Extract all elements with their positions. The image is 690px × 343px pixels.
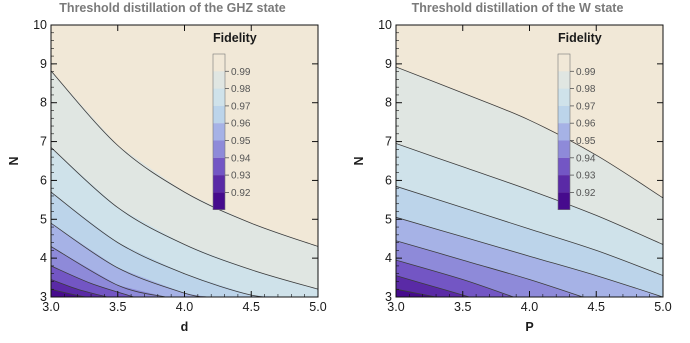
w-chart: 3.0 3.5 4.0 4.5 5.0 3 4 5 6 7 8 9 10 P N Fidelity 0.99 0.… — [352, 18, 672, 334]
y-tick-label: 4 — [385, 251, 392, 265]
legend-swatch — [213, 140, 225, 158]
y-tick-label: 3 — [385, 290, 392, 304]
legend-swatch — [213, 175, 225, 193]
legend-label: 0.98 — [576, 84, 596, 95]
ghz-chart-panel: Threshold distillation of the GHZ state … — [7, 1, 327, 334]
legend-label: 0.93 — [576, 171, 596, 182]
contour-line-0.98 — [396, 143, 663, 245]
x-tick-label: 3.0 — [387, 300, 404, 314]
legend-bar-frame — [212, 53, 226, 210]
legend-swatch — [558, 88, 570, 106]
y-tick-label: 4 — [40, 251, 47, 265]
w-chart-title: Threshold distillation of the W state — [411, 1, 624, 15]
legend-label: 0.92 — [576, 188, 596, 199]
contour-line-0.92 — [396, 288, 437, 297]
legend-label: 0.92 — [231, 188, 251, 199]
ghz-chart-title: Threshold distillation of the GHZ state — [59, 1, 286, 15]
legend-label: 0.95 — [576, 136, 596, 147]
x-axis-label: d — [181, 320, 189, 334]
y-tick-label: 8 — [385, 96, 392, 110]
legend-label: 0.93 — [231, 171, 251, 182]
legend-swatch — [558, 175, 570, 193]
legend-swatch — [213, 123, 225, 141]
legend-swatch — [213, 88, 225, 106]
legend-swatch — [213, 71, 225, 89]
legend-label: 0.95 — [231, 136, 251, 147]
contour-line-0.99 — [51, 70, 318, 247]
y-tick-label: 10 — [33, 18, 47, 32]
contour-line-0.92 — [51, 288, 86, 297]
y-axis-label: N — [7, 156, 21, 165]
legend-title: Fidelity — [558, 31, 602, 45]
legend-title: Fidelity — [213, 31, 257, 45]
x-tick-label: 4.5 — [588, 300, 605, 314]
y-axis-label: N — [352, 156, 366, 165]
contour-line-0.99 — [396, 66, 663, 199]
y-tick-label: 10 — [378, 18, 392, 32]
legend-label: 0.99 — [231, 67, 251, 78]
y-tick-label: 6 — [385, 173, 392, 187]
legend-label: 0.94 — [576, 153, 596, 164]
legend-swatch — [213, 105, 225, 124]
contour-line-0.95 — [51, 246, 166, 297]
legend-swatch — [558, 71, 570, 89]
legend-swatch — [558, 54, 570, 72]
legend-swatch — [213, 54, 225, 72]
x-tick-label: 3.0 — [42, 300, 59, 314]
x-tick-label: 5.0 — [309, 300, 326, 314]
contour-line-0.98 — [51, 147, 318, 290]
fidelity-band-0.93 — [396, 275, 470, 297]
legend-label: 0.96 — [576, 119, 596, 130]
contour-line-0.95 — [396, 240, 584, 297]
legend-swatch — [213, 192, 225, 210]
y-tick-label: 7 — [385, 135, 392, 149]
x-tick-label: 5.0 — [654, 300, 671, 314]
legend-label: 0.96 — [231, 119, 251, 130]
legend-bar-frame — [557, 53, 571, 210]
w-chart-panel: Threshold distillation of the W state 3.… — [345, 0, 690, 343]
legend-label: 0.97 — [231, 101, 251, 112]
x-tick-label: 4.0 — [176, 300, 193, 314]
legend-label: 0.94 — [231, 153, 251, 164]
x-tick-label: 3.5 — [454, 300, 471, 314]
y-tick-label: 8 — [40, 96, 47, 110]
contour-line-0.96 — [396, 216, 663, 297]
y-tick-label: 6 — [40, 173, 47, 187]
legend-label: 0.98 — [231, 84, 251, 95]
contour-line-0.93 — [51, 279, 108, 297]
contour-line-0.94 — [51, 265, 134, 297]
contour-line-0.97 — [396, 185, 663, 276]
y-tick-label: 5 — [40, 212, 47, 226]
y-tick-label: 7 — [40, 135, 47, 149]
y-tick-label: 3 — [40, 290, 47, 304]
legend-swatch — [558, 140, 570, 158]
legend-swatch — [213, 157, 225, 176]
fidelity-band-0.92 — [51, 289, 86, 297]
legend-swatch — [558, 105, 570, 124]
y-tick-label: 9 — [385, 57, 392, 71]
legend-label: 0.99 — [576, 67, 596, 78]
y-tick-label: 5 — [385, 212, 392, 226]
ghz-chart: 3.0 3.5 4.0 4.5 5.0 3 4 5 6 7 8 9 10 d N Fidelity 0.99 0.… — [7, 18, 327, 334]
x-tick-label: 4.0 — [521, 300, 538, 314]
y-tick-label: 9 — [40, 57, 47, 71]
legend-swatch — [558, 157, 570, 176]
x-tick-label: 4.5 — [243, 300, 260, 314]
contour-line-0.94 — [396, 259, 514, 297]
legend-swatch — [558, 123, 570, 141]
legend-swatch — [558, 192, 570, 210]
legend-label: 0.97 — [576, 101, 596, 112]
x-axis-label: P — [525, 320, 533, 334]
x-tick-label: 3.5 — [109, 300, 126, 314]
